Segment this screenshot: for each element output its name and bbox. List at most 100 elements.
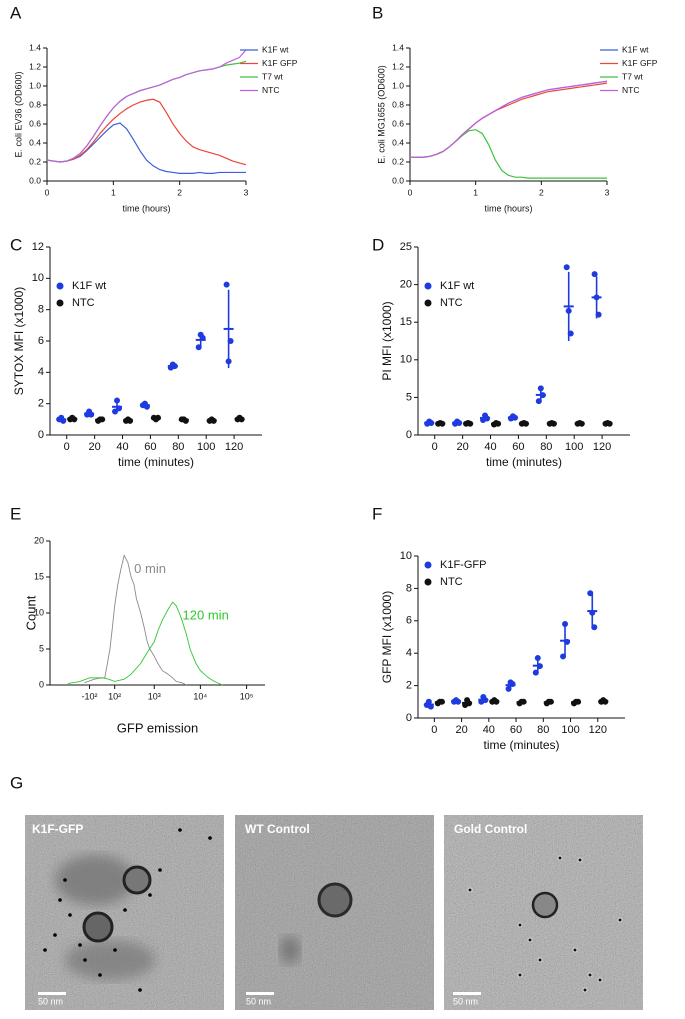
y-tick-label: 6 bbox=[406, 615, 412, 627]
scale-bar bbox=[38, 992, 66, 995]
y-tick-label: 0.2 bbox=[29, 156, 41, 166]
legend-label: K1F-GFP bbox=[440, 559, 486, 571]
y-tick-label: 0.0 bbox=[29, 175, 41, 185]
x-tick-label: 0 bbox=[408, 187, 413, 197]
data-point bbox=[562, 621, 569, 628]
micrograph: K1F-GFP 50 nm bbox=[25, 815, 224, 1010]
y-tick-label: 0.8 bbox=[392, 99, 404, 109]
series-line bbox=[84, 554, 187, 686]
y-tick-label: 25 bbox=[400, 241, 412, 253]
y-axis-label: E. coli EV36 (OD600) bbox=[13, 71, 23, 157]
y-tick-label: 20 bbox=[400, 279, 412, 291]
virion bbox=[82, 911, 114, 943]
data-point bbox=[537, 385, 544, 392]
x-tick-label: 10³ bbox=[148, 691, 161, 701]
y-tick-label: 10 bbox=[32, 272, 44, 284]
series-line bbox=[46, 60, 247, 163]
x-tick-label: 2 bbox=[539, 187, 544, 197]
y-tick-label: 0.4 bbox=[29, 137, 41, 147]
x-axis-label: time (hours) bbox=[484, 203, 532, 213]
scale-bar-label: 50 nm bbox=[453, 996, 478, 1006]
micrograph-noise bbox=[25, 815, 224, 1010]
x-tick-label: 0 bbox=[432, 441, 438, 453]
legend-label: NTC bbox=[622, 85, 639, 95]
y-tick-label: 1.4 bbox=[29, 42, 41, 52]
y-tick-label: 12 bbox=[32, 241, 44, 253]
y-tick-label: 1.0 bbox=[392, 80, 404, 90]
series-line bbox=[410, 82, 608, 158]
y-axis-label: SYTOX MFI (x1000) bbox=[12, 287, 26, 395]
x-tick-label: 60 bbox=[144, 441, 156, 453]
virion bbox=[531, 891, 559, 919]
legend-swatch bbox=[424, 561, 432, 569]
y-tick-label: 0 bbox=[406, 429, 412, 441]
virion bbox=[317, 882, 353, 918]
data-point bbox=[223, 281, 230, 288]
x-tick-label: 0 bbox=[431, 724, 437, 736]
data-point bbox=[114, 397, 121, 404]
x-tick-label: 20 bbox=[457, 441, 469, 453]
data-point bbox=[591, 271, 598, 278]
y-tick-label: 1.2 bbox=[392, 61, 404, 71]
y-tick-label: 4 bbox=[406, 647, 412, 659]
y-axis-label: GFP MFI (x1000) bbox=[380, 591, 394, 683]
legend-label: K1F wt bbox=[72, 280, 106, 292]
x-tick-label: 80 bbox=[540, 441, 552, 453]
series-line bbox=[410, 129, 607, 179]
y-tick-label: 5 bbox=[39, 643, 44, 653]
y-tick-label: 5 bbox=[406, 391, 412, 403]
x-tick-label: 120 bbox=[593, 441, 611, 453]
x-tick-label: 60 bbox=[510, 724, 522, 736]
x-tick-label: 0 bbox=[64, 441, 70, 453]
panel-letter: F bbox=[372, 504, 382, 523]
y-tick-label: 1.0 bbox=[29, 80, 41, 90]
x-tick-label: 120 bbox=[589, 724, 607, 736]
y-tick-label: 0.6 bbox=[392, 118, 404, 128]
x-axis-label: time (minutes) bbox=[486, 455, 562, 469]
series-label: 0 min bbox=[134, 561, 166, 576]
legend-label: NTC bbox=[72, 297, 95, 309]
y-tick-label: 0.2 bbox=[392, 156, 404, 166]
x-axis-label: time (minutes) bbox=[118, 455, 194, 469]
x-tick-label: 80 bbox=[172, 441, 184, 453]
legend-label: NTC bbox=[440, 297, 463, 309]
y-tick-label: 0.6 bbox=[29, 118, 41, 128]
y-tick-label: 10 bbox=[34, 607, 44, 617]
y-tick-label: 8 bbox=[406, 582, 412, 594]
x-tick-label: 10² bbox=[108, 691, 121, 701]
x-tick-label: 20 bbox=[455, 724, 467, 736]
micrograph: WT Control 50 nm bbox=[235, 815, 434, 1010]
panel-letter: E bbox=[10, 504, 21, 523]
scale-bar bbox=[246, 992, 274, 995]
gold-particles bbox=[43, 828, 212, 992]
debris bbox=[280, 936, 300, 964]
x-axis-label: GFP emission bbox=[117, 720, 198, 735]
x-tick-label: 100 bbox=[561, 724, 579, 736]
panel-letter: B bbox=[372, 3, 383, 22]
x-tick-label: 1 bbox=[473, 187, 478, 197]
x-tick-label: 10⁴ bbox=[193, 691, 207, 701]
y-tick-label: 15 bbox=[34, 571, 44, 581]
y-tick-label: 20 bbox=[34, 535, 44, 545]
legend-label: NTC bbox=[440, 576, 463, 588]
series-line bbox=[410, 80, 608, 158]
legend-label: T7 wt bbox=[622, 71, 643, 81]
virion bbox=[122, 865, 152, 895]
panel-letter: G bbox=[10, 773, 23, 792]
legend-swatch bbox=[56, 299, 64, 307]
y-tick-label: 0 bbox=[406, 712, 412, 724]
x-tick-label: 1 bbox=[111, 187, 116, 197]
y-axis-label: Count bbox=[23, 595, 38, 630]
x-tick-label: 60 bbox=[512, 441, 524, 453]
legend-swatch bbox=[56, 282, 64, 290]
x-tick-label: 40 bbox=[483, 724, 495, 736]
legend-swatch bbox=[424, 299, 432, 307]
x-tick-label: 100 bbox=[565, 441, 583, 453]
y-tick-label: 4 bbox=[38, 366, 44, 378]
scale-bar-label: 50 nm bbox=[38, 996, 63, 1006]
panel-letter: A bbox=[10, 3, 22, 22]
data-point bbox=[534, 655, 541, 662]
y-tick-label: 15 bbox=[400, 316, 412, 328]
legend-swatch bbox=[424, 282, 432, 290]
